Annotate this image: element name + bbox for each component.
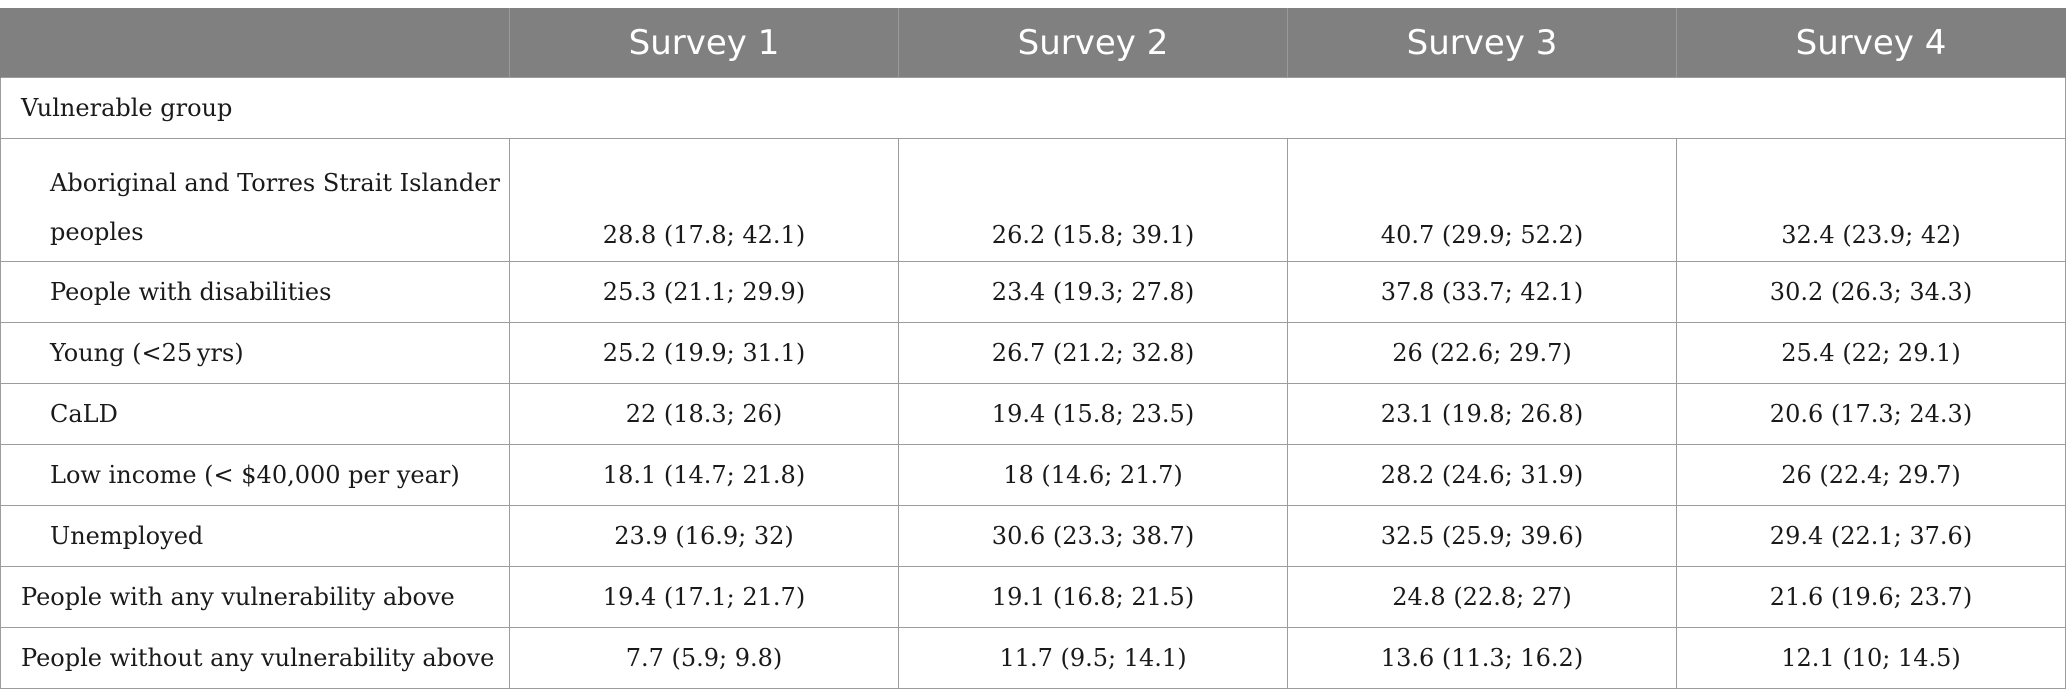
table-body: Vulnerable group Aboriginal and Torres S… bbox=[0, 77, 2066, 689]
table-row: People with any vulnerability above 19.4… bbox=[0, 566, 2066, 628]
table-cell: 28.2 (24.6; 31.9) bbox=[1287, 444, 1677, 506]
row-label: People without any vulnerability above bbox=[0, 627, 510, 689]
table-cell: 20.6 (17.3; 24.3) bbox=[1676, 383, 2066, 445]
table-cell: 32.4 (23.9; 42) bbox=[1676, 138, 2066, 262]
table-row: Young (<25 yrs) 25.2 (19.9; 31.1) 26.7 (… bbox=[0, 322, 2066, 384]
table-row: CaLD 22 (18.3; 26) 19.4 (15.8; 23.5) 23.… bbox=[0, 383, 2066, 445]
row-label: Low income (< $40,000 per year) bbox=[0, 444, 510, 506]
table-cell: 23.4 (19.3; 27.8) bbox=[898, 261, 1288, 323]
header-cell-survey-3: Survey 3 bbox=[1287, 8, 1677, 78]
table-cell: 23.1 (19.8; 26.8) bbox=[1287, 383, 1677, 445]
row-label: Aboriginal and Torres Strait Islander pe… bbox=[0, 138, 510, 262]
table-cell: 40.7 (29.9; 52.2) bbox=[1287, 138, 1677, 262]
row-label: Unemployed bbox=[0, 505, 510, 567]
table-cell: 26.7 (21.2; 32.8) bbox=[898, 322, 1288, 384]
table-cell: 18.1 (14.7; 21.8) bbox=[509, 444, 899, 506]
table-row: Unemployed 23.9 (16.9; 32) 30.6 (23.3; 3… bbox=[0, 505, 2066, 567]
table-cell: 37.8 (33.7; 42.1) bbox=[1287, 261, 1677, 323]
table-cell: 25.4 (22; 29.1) bbox=[1676, 322, 2066, 384]
table-cell: 26.2 (15.8; 39.1) bbox=[898, 138, 1288, 262]
table-cell: 18 (14.6; 21.7) bbox=[898, 444, 1288, 506]
table-header: Survey 1 Survey 2 Survey 3 Survey 4 bbox=[0, 8, 2066, 78]
table-cell: 29.4 (22.1; 37.6) bbox=[1676, 505, 2066, 567]
row-label: People with any vulnerability above bbox=[0, 566, 510, 628]
table-cell: 11.7 (9.5; 14.1) bbox=[898, 627, 1288, 689]
table-cell: 24.8 (22.8; 27) bbox=[1287, 566, 1677, 628]
table-cell: 30.6 (23.3; 38.7) bbox=[898, 505, 1288, 567]
table-cell: 30.2 (26.3; 34.3) bbox=[1676, 261, 2066, 323]
table-row: Low income (< $40,000 per year) 18.1 (14… bbox=[0, 444, 2066, 506]
row-label: People with disabilities bbox=[0, 261, 510, 323]
table-cell: 28.8 (17.8; 42.1) bbox=[509, 138, 899, 262]
table-cell: 25.2 (19.9; 31.1) bbox=[509, 322, 899, 384]
table-cell: 13.6 (11.3; 16.2) bbox=[1287, 627, 1677, 689]
table-cell: 26 (22.4; 29.7) bbox=[1676, 444, 2066, 506]
table-row: People without any vulnerability above 7… bbox=[0, 627, 2066, 689]
table-cell: 26 (22.6; 29.7) bbox=[1287, 322, 1677, 384]
table-cell: 7.7 (5.9; 9.8) bbox=[509, 627, 899, 689]
row-label: CaLD bbox=[0, 383, 510, 445]
table-cell: 25.3 (21.1; 29.9) bbox=[509, 261, 899, 323]
data-table: Survey 1 Survey 2 Survey 3 Survey 4 Vuln… bbox=[0, 8, 2066, 689]
table-row: People with disabilities 25.3 (21.1; 29.… bbox=[0, 261, 2066, 323]
header-row: Survey 1 Survey 2 Survey 3 Survey 4 bbox=[0, 8, 2066, 78]
table-cell: 21.6 (19.6; 23.7) bbox=[1676, 566, 2066, 628]
table-cell: 22 (18.3; 26) bbox=[509, 383, 899, 445]
row-label: Young (<25 yrs) bbox=[0, 322, 510, 384]
group-row: Vulnerable group bbox=[0, 77, 2066, 139]
header-cell-survey-2: Survey 2 bbox=[898, 8, 1288, 78]
table-cell: 32.5 (25.9; 39.6) bbox=[1287, 505, 1677, 567]
header-cell-survey-4: Survey 4 bbox=[1676, 8, 2066, 78]
table-cell: 19.4 (17.1; 21.7) bbox=[509, 566, 899, 628]
table-row: Aboriginal and Torres Strait Islander pe… bbox=[0, 138, 2066, 262]
table-cell: 23.9 (16.9; 32) bbox=[509, 505, 899, 567]
group-label: Vulnerable group bbox=[0, 77, 2066, 139]
header-cell-empty bbox=[0, 8, 510, 78]
table-cell: 19.4 (15.8; 23.5) bbox=[898, 383, 1288, 445]
table-cell: 19.1 (16.8; 21.5) bbox=[898, 566, 1288, 628]
header-cell-survey-1: Survey 1 bbox=[509, 8, 899, 78]
table-container: Survey 1 Survey 2 Survey 3 Survey 4 Vuln… bbox=[0, 8, 2067, 689]
table-cell: 12.1 (10; 14.5) bbox=[1676, 627, 2066, 689]
